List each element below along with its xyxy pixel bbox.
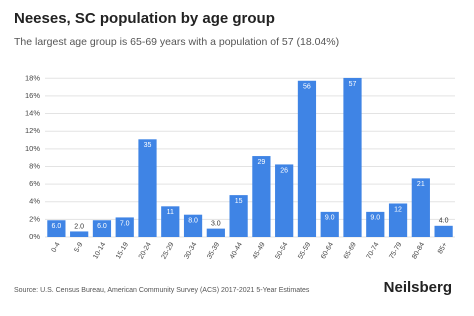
bar: [388, 203, 408, 237]
data-label: 56: [303, 84, 311, 91]
bar: [47, 220, 66, 237]
y-tick-label: 4%: [29, 197, 40, 206]
bar: [206, 228, 225, 237]
chart-subtitle: The largest age group is 65-69 years wit…: [14, 36, 339, 48]
x-tick-label: 55-59: [297, 241, 312, 260]
x-tick-label: 5-9: [73, 241, 84, 253]
data-label: 57: [349, 81, 357, 88]
bar: [297, 80, 317, 237]
bar: [70, 231, 89, 237]
y-tick-label: 10%: [25, 144, 40, 153]
data-label: 7.0: [120, 220, 130, 227]
data-label: 3.0: [211, 220, 221, 227]
x-tick-label: 30-34: [183, 241, 198, 260]
bar: [252, 156, 271, 237]
y-tick-label: 6%: [29, 179, 40, 188]
x-tick-label: 50-54: [274, 241, 289, 260]
bar: [434, 225, 453, 237]
x-tick-label: 25-29: [161, 241, 176, 260]
x-tick-label: 85+: [437, 241, 449, 255]
x-tick-label: 40-44: [229, 241, 244, 260]
x-tick-label: 65-69: [343, 241, 358, 260]
y-tick-label: 16%: [25, 91, 40, 100]
y-tick-label: 12%: [25, 126, 40, 135]
y-tick-label: 2%: [29, 214, 40, 223]
source-note: Source: U.S. Census Bureau, American Com…: [14, 287, 310, 294]
bar: [183, 214, 203, 237]
x-tick-label: 35-39: [206, 241, 221, 260]
bar: [115, 217, 134, 237]
data-label: 4.0: [439, 218, 449, 225]
x-tick-label: 15-19: [115, 241, 130, 260]
data-label: 21: [417, 181, 425, 188]
data-label: 6.0: [97, 223, 107, 230]
bar: [138, 139, 157, 237]
chart-title: Neeses, SC population by age group: [14, 10, 275, 27]
y-tick-label: 0%: [29, 232, 40, 241]
x-tick-label: 20-24: [138, 241, 153, 260]
brand-logo: Neilsberg: [384, 279, 452, 296]
bar: [161, 206, 180, 237]
x-tick-label: 10-14: [92, 241, 107, 260]
bar: [320, 211, 339, 237]
data-label: 15: [235, 198, 243, 205]
bar: [366, 211, 385, 237]
data-label: 11: [167, 209, 174, 216]
y-tick-label: 8%: [29, 161, 40, 170]
x-tick-label: 45-49: [252, 241, 267, 260]
data-label: 8.0: [188, 218, 198, 225]
x-tick-label: 0-4: [51, 241, 62, 253]
bar: [275, 164, 294, 237]
data-label: 26: [280, 167, 288, 174]
data-label: 9.0: [325, 215, 335, 222]
data-label: 12: [394, 206, 402, 213]
x-tick-label: 75-79: [388, 241, 403, 260]
x-tick-label: 80-84: [411, 241, 426, 260]
x-tick-label: 70-74: [366, 241, 381, 260]
bar: [411, 178, 430, 237]
bar: [229, 195, 248, 237]
data-label: 29: [257, 159, 265, 166]
bar: [92, 220, 112, 237]
y-tick-label: 14%: [25, 109, 40, 118]
data-label: 35: [144, 142, 152, 149]
bar: [343, 77, 362, 237]
data-label: 9.0: [370, 215, 380, 222]
y-tick-label: 18%: [25, 73, 40, 82]
x-tick-label: 60-64: [320, 241, 335, 260]
data-label: 2.0: [74, 223, 84, 230]
data-label: 6.0: [52, 223, 62, 230]
